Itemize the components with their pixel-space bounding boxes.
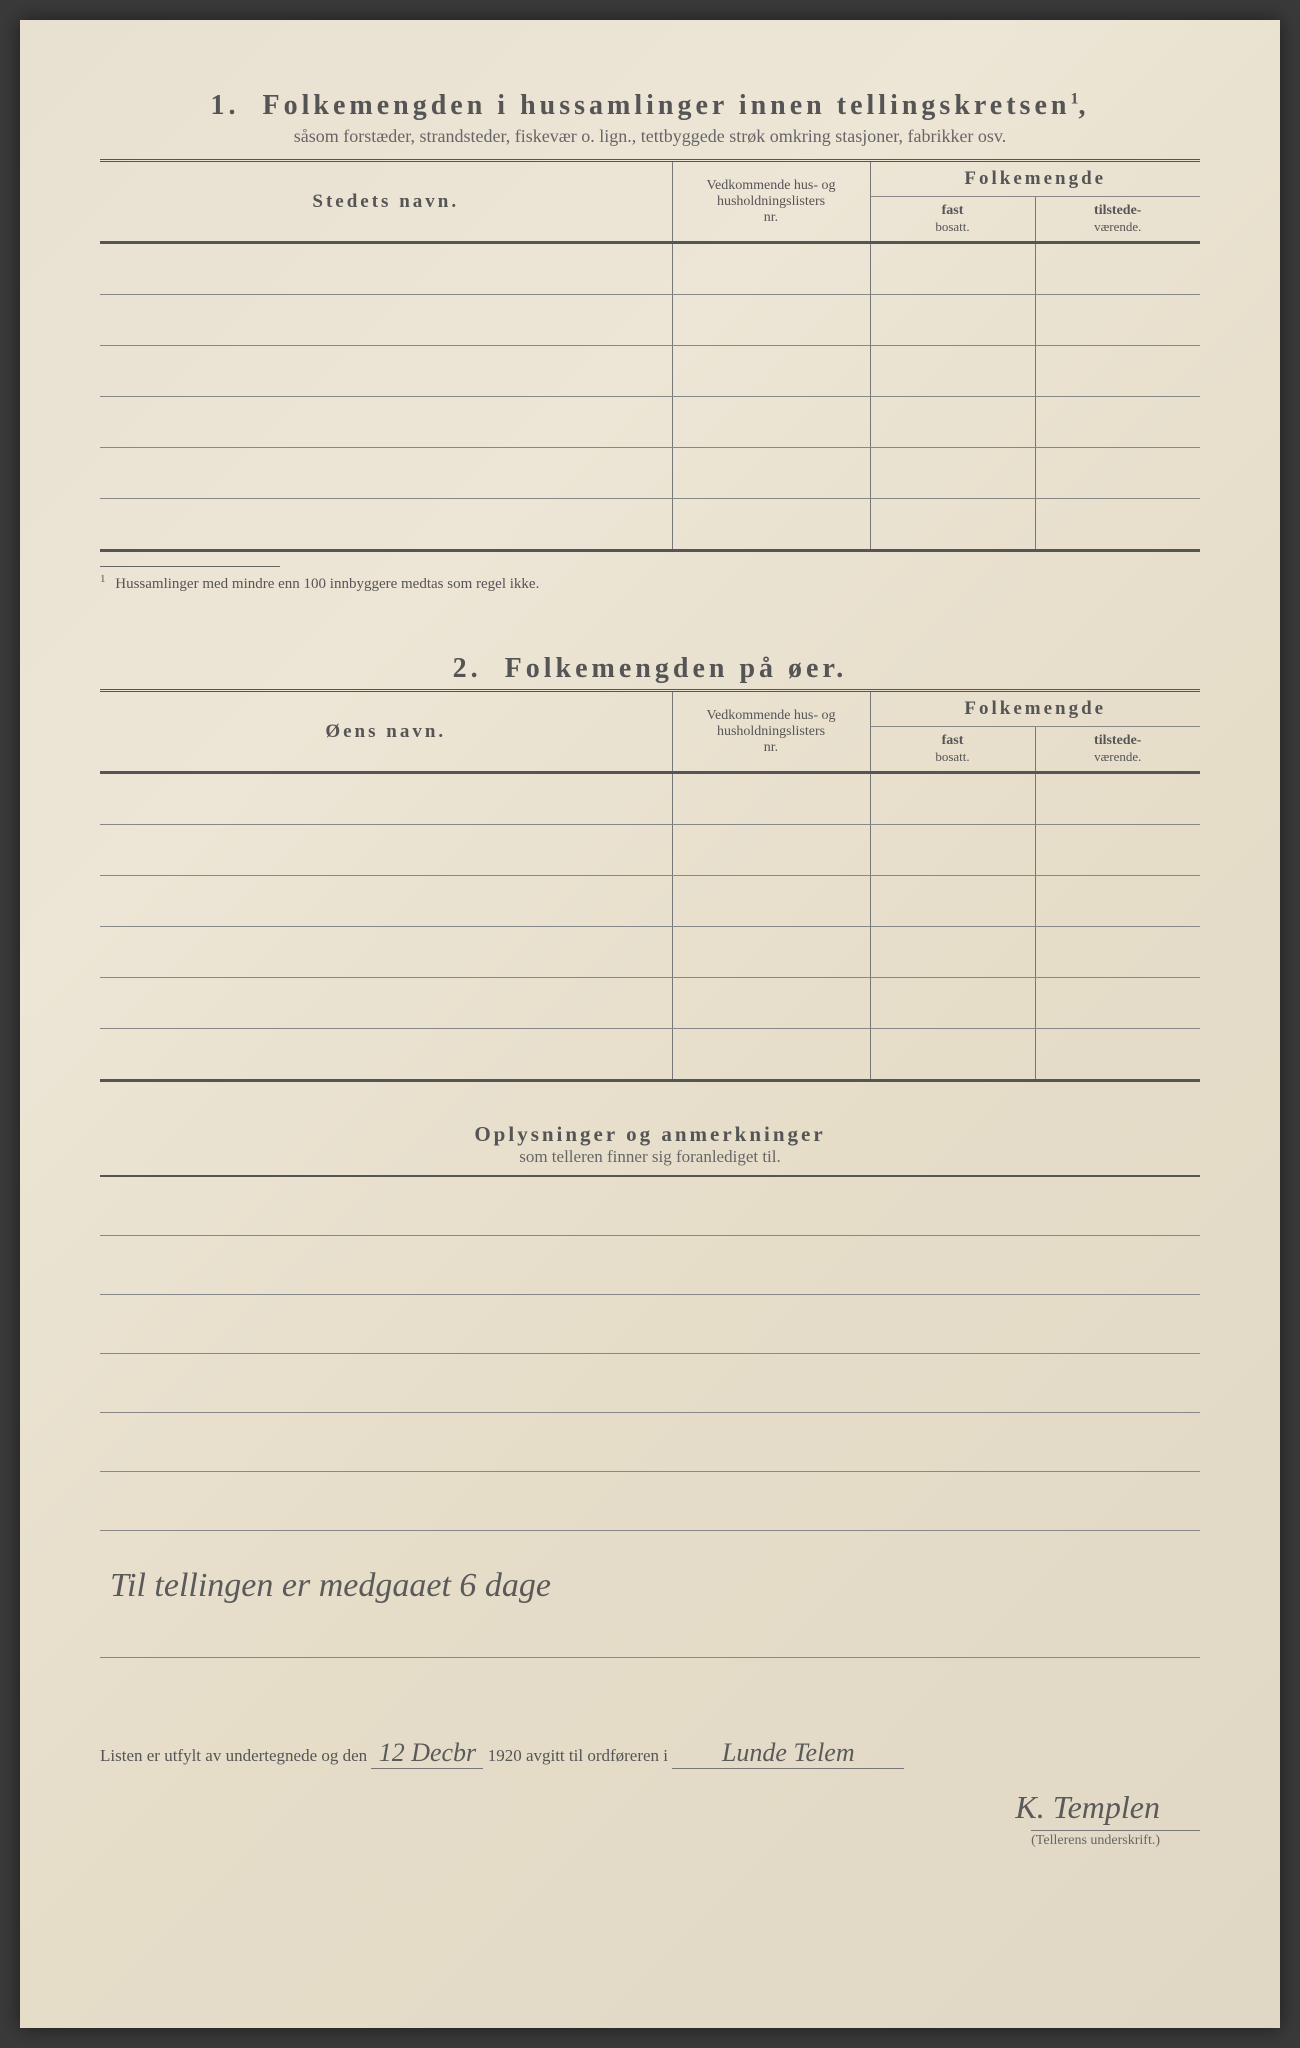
table-row [100, 448, 1200, 499]
sig-date: 12 Decbr [371, 1738, 483, 1769]
table-row [100, 243, 1200, 295]
table-row [100, 876, 1200, 927]
table-row [100, 397, 1200, 448]
section2-title-text: Folkemengden på øer. [505, 653, 848, 684]
notes-line [100, 1413, 1200, 1472]
col-header-nr: Vedkommende hus- og husholdningslisters … [672, 691, 870, 773]
signature-row: Listen er utfylt av undertegnede og den … [100, 1738, 1200, 1769]
footnote-rule [100, 566, 280, 567]
sig-year: 1920 [488, 1746, 522, 1766]
notes-line [100, 1295, 1200, 1354]
section1-number: 1. [211, 90, 240, 121]
table-row [100, 1029, 1200, 1081]
notes-line [100, 1236, 1200, 1295]
section2-table: Øens navn. Vedkommende hus- og husholdni… [100, 689, 1200, 1082]
table-row [100, 825, 1200, 876]
col-header-til: tilstede- værende. [1035, 727, 1200, 773]
table-row [100, 773, 1200, 825]
notes-area: Til tellingen er medgaaet 6 dage [100, 1175, 1200, 1658]
signature-label: (Tellerens underskrift.) [1031, 1830, 1200, 1849]
section3-title: Oplysninger og anmerkninger [100, 1122, 1200, 1147]
table-row [100, 978, 1200, 1029]
col-header-fast: fast bosatt. [870, 197, 1035, 243]
notes-line [100, 1177, 1200, 1236]
sig-middle: avgitt til ordføreren i [526, 1746, 668, 1766]
document-page: 1. Folkemengden i hussamlinger innen tel… [20, 20, 1280, 2028]
section2-title: 2. Folkemengden på øer. [100, 653, 1200, 685]
section1-title: 1. Folkemengden i hussamlinger innen tel… [100, 90, 1200, 122]
table-row [100, 295, 1200, 346]
sig-place: Lunde Telem [672, 1738, 904, 1769]
table-row [100, 927, 1200, 978]
col-header-folk: Folkemengde [870, 161, 1200, 197]
table-row [100, 499, 1200, 551]
col-header-name: Stedets navn. [100, 161, 672, 243]
sig-prefix: Listen er utfylt av undertegnede og den [100, 1746, 367, 1766]
col-header-fast: fast bosatt. [870, 727, 1035, 773]
signature-name: K. Templen [100, 1789, 1200, 1826]
col-header-folk: Folkemengde [870, 691, 1200, 727]
section1-title-text: Folkemengden i hussamlinger innen tellin… [263, 90, 1071, 121]
notes-line [100, 1354, 1200, 1413]
col-header-til: tilstede- værende. [1035, 197, 1200, 243]
section3-subtitle: som telleren finner sig foranlediget til… [100, 1147, 1200, 1167]
handwritten-note: Til tellingen er medgaaet 6 dage [100, 1531, 1200, 1658]
table-row [100, 346, 1200, 397]
section2-number: 2. [453, 653, 482, 684]
col-header-nr: Vedkommende hus- og husholdningslisters … [672, 161, 870, 243]
col-header-name: Øens navn. [100, 691, 672, 773]
section1-subtitle: såsom forstæder, strandsteder, fiskevær … [100, 126, 1200, 147]
notes-line [100, 1472, 1200, 1531]
section1-table: Stedets navn. Vedkommende hus- og hushol… [100, 159, 1200, 552]
section1-title-suffix: , [1078, 90, 1089, 121]
section1-footnote: 1 Hussamlinger med mindre enn 100 innbyg… [100, 573, 1200, 593]
